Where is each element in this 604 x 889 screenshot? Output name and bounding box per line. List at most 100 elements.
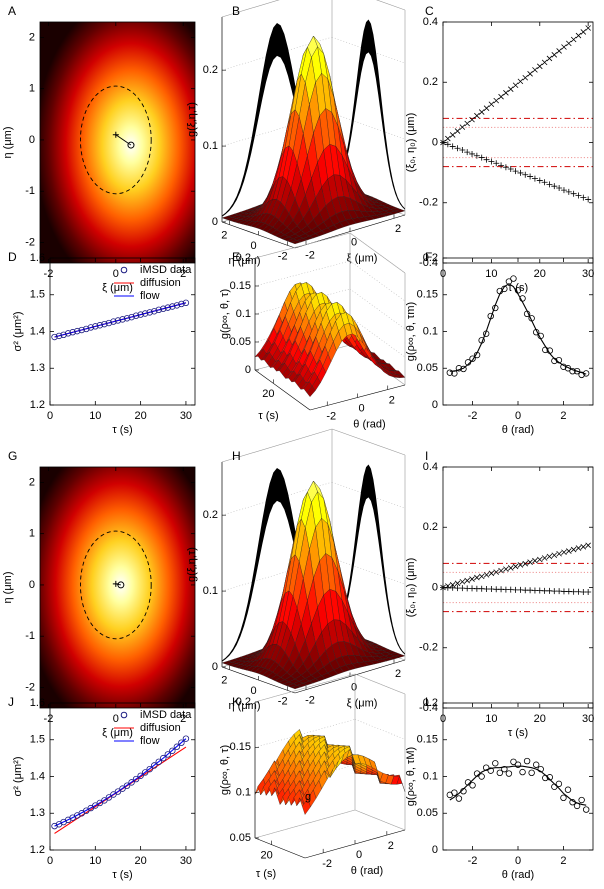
y-tick-label: 1.6 (30, 252, 45, 264)
x-tick-label: 0 (351, 236, 357, 248)
data-point (517, 78, 524, 85)
x-tick-label: 0 (47, 410, 53, 422)
data-point (527, 559, 533, 565)
data-point (178, 300, 185, 308)
data-point (493, 569, 500, 575)
data-point (573, 367, 581, 375)
grid-line (254, 809, 356, 839)
data-point (128, 313, 135, 321)
legend-label: iMSD data (140, 264, 192, 276)
y-tick-label: 0.2 (423, 521, 438, 533)
z-tick-label: 0 (245, 364, 251, 376)
x-tick-label: 30 (180, 410, 192, 422)
surface-patch (290, 240, 302, 245)
y-axis-label: η (μm) (2, 571, 14, 603)
data-point (114, 317, 122, 324)
data-point (487, 312, 494, 320)
x-tick-label: 2 (389, 394, 395, 406)
data-point (137, 772, 144, 779)
data-point (522, 74, 529, 81)
data-point (146, 309, 153, 316)
data-point (105, 319, 113, 327)
data-point (517, 169, 524, 176)
x-tick-label: -2 (326, 410, 336, 422)
axes-frame (442, 702, 594, 851)
data-point (523, 757, 531, 765)
grid-line (354, 719, 406, 740)
y-tick-label: 0 (432, 581, 438, 593)
data-point (578, 371, 585, 379)
data-point (578, 796, 585, 804)
data-point (455, 365, 463, 372)
series-line (54, 302, 187, 338)
data-point (96, 322, 104, 329)
data-point (482, 764, 490, 771)
y-tick-label: 1.5 (30, 734, 45, 746)
y-axis-label: η (μm) (228, 255, 260, 267)
legend-label: diffusion (140, 722, 181, 734)
data-point (69, 329, 76, 336)
data-point (570, 36, 577, 43)
y-tick-label: 0.4 (423, 16, 438, 28)
data-point (510, 275, 517, 282)
data-point (173, 302, 181, 309)
y-axis-label: η (μm) (228, 700, 260, 712)
x-tick-label: -2 (44, 268, 54, 280)
y-tick-label: 2 (29, 31, 35, 43)
data-point (493, 97, 500, 104)
y-tick-label: -2 (278, 695, 288, 707)
x-axis-label: ξ (μm) (102, 282, 133, 294)
fit-circle (79, 85, 152, 195)
panel-letter: G (8, 449, 17, 463)
data-point (60, 331, 67, 339)
data-point (155, 758, 162, 765)
x-axis-label: θ (rad) (353, 418, 385, 430)
legend-label: flow (140, 735, 160, 747)
box-edge (354, 673, 406, 695)
x-tick-label: 30 (582, 268, 594, 280)
data-point (536, 63, 543, 70)
y-tick-label: 0 (250, 685, 256, 697)
data-point (488, 158, 495, 165)
y-tick-label: 0 (432, 844, 438, 856)
data-point (164, 751, 172, 758)
data-point (132, 775, 140, 783)
x-axis-label: τ (s) (112, 424, 132, 436)
data-point (473, 770, 481, 777)
data-point (546, 774, 554, 781)
data-point (160, 305, 167, 312)
data-point (503, 566, 509, 572)
data-point (469, 150, 476, 157)
center-marker (127, 141, 135, 149)
y-tick-label: 2 (221, 230, 227, 242)
fit-circle (79, 530, 152, 640)
x-axis-label: ξ (μm) (347, 252, 378, 264)
x-tick-label: 20 (534, 713, 546, 725)
data-point (169, 747, 176, 754)
data-point (580, 194, 587, 201)
x-tick-label: 10 (485, 713, 497, 725)
y-tick-label: 0.2 (423, 697, 438, 709)
data-point (512, 168, 519, 175)
data-point (473, 152, 480, 159)
data-point (528, 315, 535, 322)
heatmap-image (40, 467, 195, 708)
data-point (132, 312, 140, 319)
y-axis-label: (ξ₀, η₀) (μm) (405, 113, 417, 173)
data-point (488, 101, 495, 108)
data-point (537, 332, 544, 340)
y-tick-label: 0.15 (417, 289, 438, 301)
series-line (449, 283, 587, 375)
y-tick-label: 1.5 (30, 289, 45, 301)
data-point (478, 109, 485, 115)
x-tick-label: 10 (89, 410, 101, 422)
y-tick-label: 1.4 (30, 325, 45, 337)
box-edge (349, 232, 406, 274)
data-point (87, 324, 94, 331)
x-tick-label: 10 (485, 268, 497, 280)
x-axis-label: τ (s) (112, 869, 132, 881)
y-tick-label: 0.05 (417, 807, 438, 819)
x-tick-label: -2 (305, 695, 315, 707)
data-point (155, 306, 162, 314)
data-point (528, 769, 535, 777)
